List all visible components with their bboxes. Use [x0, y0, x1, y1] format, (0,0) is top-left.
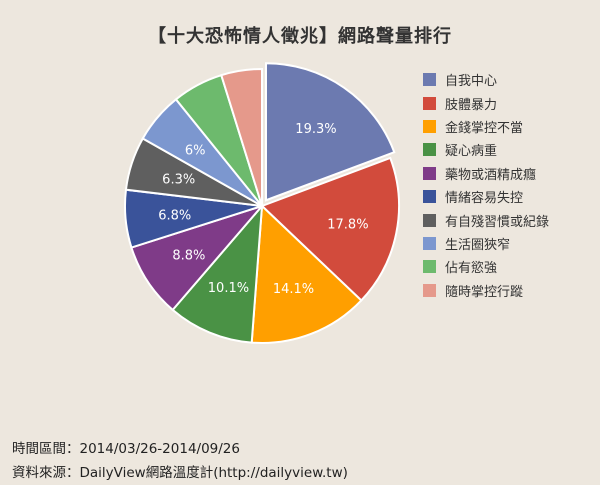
legend-item: 金錢掌控不當: [423, 115, 593, 138]
chart-title: 【十大恐怖情人徵兆】網路聲量排行: [148, 26, 452, 47]
legend-item: 生活圈狹窄: [423, 232, 593, 255]
slice-data-label: 10.1%: [208, 281, 249, 296]
pie-slice: [171, 203, 264, 344]
legend-label: 金錢掌控不當: [445, 120, 524, 136]
chart-legend: 自我中心肢體暴力金錢掌控不當 疑心病重藥物或酒精成癮 情緒容易失控有自殘習慣或紀錄生…: [423, 68, 593, 302]
slice-data-label: 14.1%: [273, 282, 314, 297]
legend-item: 疑心病重: [423, 138, 593, 161]
legend-item: 肢體暴力: [423, 91, 593, 114]
slice-data-label: 6.3%: [162, 173, 195, 188]
legend-label: 肢體暴力: [445, 97, 498, 113]
legend-label: 有自殘習慣或紀錄: [445, 214, 550, 230]
legend-swatch: [423, 73, 436, 87]
legend-swatch: [423, 143, 436, 157]
legend-item: 佔有慾強: [423, 255, 593, 278]
data-source-note: 資料來源：DailyView網路溫度計(http://dailyview.tw): [12, 465, 348, 481]
legend-label: 情緒容易失控: [445, 191, 524, 207]
pie-slice: [264, 62, 396, 202]
legend-label: 自我中心: [445, 74, 498, 90]
slice-data-label: 19.3%: [295, 122, 336, 137]
legend-item: 藥物或酒精成癮: [423, 162, 593, 185]
pie-slice: [260, 156, 400, 302]
legend-label: 隨時掌控行蹤: [445, 284, 524, 300]
legend-item: 情緒容易失控: [423, 185, 593, 208]
legend-item: 隨時掌控行蹤: [423, 279, 593, 302]
slice-data-label: 17.8%: [327, 218, 368, 233]
legend-swatch: [423, 119, 436, 133]
legend-label: 佔有慾強: [445, 261, 498, 277]
legend-swatch: [423, 166, 436, 180]
time-period-note: 時間區間：2014/03/26-2014/09/26: [12, 441, 240, 457]
slice-data-label: 6%: [185, 143, 206, 158]
slice-data-label: 8.8%: [172, 248, 205, 263]
pie-slice: [250, 203, 363, 344]
legend-swatch: [423, 260, 436, 274]
slice-data-label: 6.8%: [158, 208, 191, 223]
legend-swatch: [423, 190, 436, 204]
legend-label: 生活圈狹窄: [445, 237, 511, 253]
pie-slice: [220, 67, 263, 207]
legend-swatch: [423, 213, 436, 227]
legend-swatch: [423, 96, 436, 110]
legend-item: 自我中心: [423, 68, 593, 91]
legend-label: 藥物或酒精成癮: [445, 167, 537, 183]
legend-label: 疑心病重: [445, 144, 498, 160]
legend-item: 有自殘習慣或紀錄: [423, 208, 593, 231]
legend-swatch: [423, 236, 436, 250]
legend-swatch: [423, 283, 436, 297]
